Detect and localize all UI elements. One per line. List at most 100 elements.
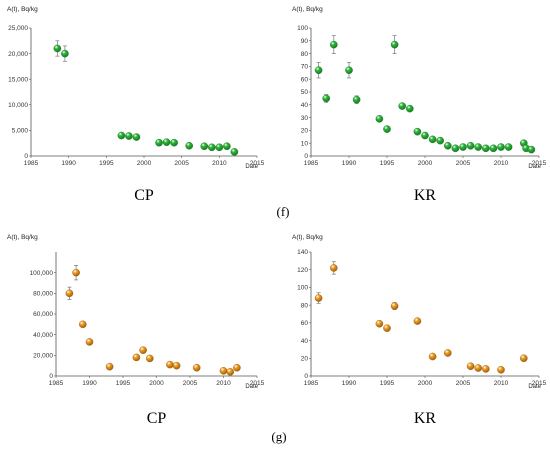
- chart-f-right: 0 10 20 30 40 50 60 70 80 90 100 1985 1990 1995 2000 20…: [292, 6, 547, 204]
- x-tick-label: 2005: [174, 160, 189, 167]
- data-point: [145, 354, 154, 363]
- y-tick-label: 100: [297, 285, 308, 292]
- x-tick-label: 2015: [532, 160, 547, 167]
- data-point: [233, 363, 241, 372]
- data-point: [170, 138, 178, 147]
- data-point: [79, 320, 87, 329]
- chart-f-left: 0 5,000 10,000 15,000 20,000 25,000 1985 1990 19…: [7, 6, 265, 204]
- y-tick-label: 40: [301, 338, 309, 345]
- y-tick-label: 25,000: [8, 25, 28, 32]
- x-tick-label: 1985: [304, 160, 319, 167]
- y-tick-label: 15,000: [8, 76, 28, 83]
- data-point: [413, 127, 422, 136]
- y-tick-label: 0: [304, 373, 308, 380]
- x-tick-label: 2010: [494, 380, 509, 387]
- data-point: [322, 94, 331, 103]
- x-tick-label: 1990: [82, 380, 97, 387]
- data-point: [443, 349, 452, 357]
- data-point: [200, 142, 209, 151]
- data-point: [481, 144, 490, 153]
- x-tick-label: 1985: [49, 380, 64, 387]
- data-point: [192, 363, 201, 372]
- data-point: [383, 125, 391, 133]
- data-point: [421, 131, 429, 140]
- x-axis-title: Date: [528, 384, 541, 390]
- data-point: [428, 352, 437, 361]
- y-axis-title: A(t), Bq/kg: [292, 234, 323, 241]
- y-axis-title: A(t), Bq/kg: [7, 234, 38, 241]
- data-point: [474, 143, 483, 151]
- data-point: [72, 268, 80, 277]
- data-point: [489, 144, 498, 153]
- y-tick-label: 20: [301, 355, 309, 362]
- data-point: [436, 136, 445, 145]
- y-tick-label: 40,000: [33, 332, 53, 339]
- x-tick-label: 1985: [304, 380, 319, 387]
- data-point: [105, 362, 114, 371]
- y-tick-label: 60: [301, 320, 309, 327]
- data-point: [230, 148, 239, 156]
- x-tick-label: 2015: [250, 380, 265, 387]
- x-axis-title: Date: [245, 384, 258, 390]
- x-tick-label: 2010: [216, 380, 231, 387]
- data-point: [383, 324, 391, 332]
- y-tick-label: 100: [297, 25, 308, 32]
- y-tick-label: 70: [301, 64, 309, 71]
- x-tick-label: 2000: [149, 380, 164, 387]
- y-tick-label: 5,000: [12, 128, 29, 135]
- data-point: [474, 364, 483, 372]
- data-point: [459, 143, 467, 151]
- y-tick-label: 140: [297, 249, 308, 256]
- data-point: [314, 66, 323, 75]
- x-axis-title: Date: [245, 164, 258, 170]
- y-axis-title: A(t), Bq/kg: [292, 6, 323, 13]
- data-point: [207, 143, 216, 152]
- data-point: [162, 138, 171, 146]
- data-point: [132, 353, 141, 362]
- data-point: [390, 40, 399, 49]
- data-point: [215, 143, 224, 152]
- data-point: [504, 143, 513, 151]
- x-axis-title: Date: [528, 164, 541, 170]
- x-tick-label: 1985: [24, 160, 39, 167]
- data-point: [375, 319, 384, 328]
- data-point: [481, 365, 490, 373]
- data-point: [520, 354, 528, 363]
- y-tick-label: 0: [304, 153, 308, 160]
- y-tick-label: 120: [297, 267, 308, 274]
- data-point: [223, 142, 231, 151]
- data-point: [155, 138, 163, 147]
- data-point: [166, 360, 174, 369]
- data-point: [352, 95, 361, 104]
- x-tick-label: 2010: [494, 160, 509, 167]
- x-tick-label: 2000: [418, 380, 433, 387]
- data-point: [451, 144, 460, 153]
- y-tick-label: 80: [301, 51, 309, 58]
- data-point: [466, 141, 475, 150]
- data-point: [125, 132, 133, 140]
- data-point: [61, 49, 69, 58]
- data-point: [443, 141, 452, 150]
- data-point: [497, 143, 505, 151]
- panel-label-f: (f): [277, 204, 290, 219]
- x-tick-label: 2010: [212, 160, 227, 167]
- data-point: [219, 367, 228, 375]
- y-tick-label: 0: [24, 153, 28, 160]
- chart-g-left: 0 20,000 40,000 60,000 80,000 100,000 1985 1990…: [7, 234, 265, 427]
- x-tick-label: 1995: [116, 380, 131, 387]
- x-tick-label: 2000: [418, 160, 433, 167]
- data-point: [314, 294, 323, 302]
- data-point: [53, 44, 62, 53]
- y-tick-label: 90: [301, 38, 309, 45]
- x-tick-label: 2005: [456, 160, 471, 167]
- data-point: [117, 131, 126, 140]
- x-tick-label: 2005: [456, 380, 471, 387]
- data-point: [497, 365, 505, 374]
- data-point: [428, 135, 437, 144]
- data-point: [329, 40, 338, 49]
- data-point: [345, 66, 353, 75]
- data-point: [172, 361, 181, 370]
- panel-label-g: (g): [271, 429, 286, 444]
- data-point: [527, 145, 536, 154]
